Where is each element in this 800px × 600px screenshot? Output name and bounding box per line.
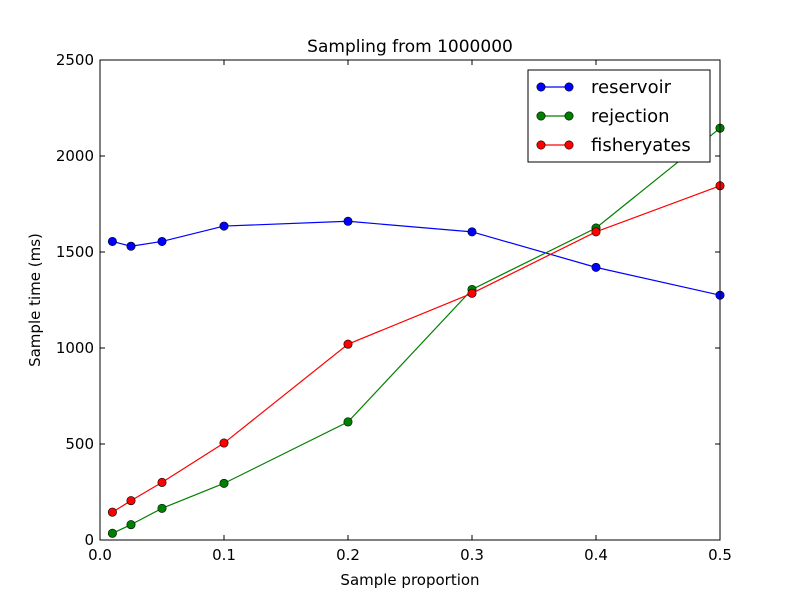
series-line-rejection — [112, 127, 721, 534]
data-point — [157, 236, 167, 246]
legend-marker — [536, 82, 546, 92]
data-point — [126, 496, 136, 506]
chart-title: Sampling from 1000000 — [307, 37, 513, 57]
legend-marker — [536, 140, 546, 150]
data-point — [467, 288, 477, 298]
data-point — [126, 520, 136, 530]
x-axis-label: Sample proportion — [340, 571, 479, 589]
data-point — [343, 339, 353, 349]
series-reservoir — [107, 216, 725, 300]
legend: reservoir rejection fisheryates — [527, 69, 711, 163]
x-tick-label: 0.5 — [708, 546, 732, 564]
legend-marker — [564, 82, 574, 92]
legend-label-reservoir: reservoir — [591, 77, 672, 98]
x-tick-label: 0.3 — [460, 546, 484, 564]
data-point — [157, 477, 167, 487]
y-tick-label: 1500 — [56, 243, 94, 261]
data-point — [157, 503, 167, 513]
plot-frame — [99, 59, 721, 541]
data-point — [126, 241, 136, 251]
series-layer — [107, 123, 725, 538]
tick-layer: 0.0 0.1 0.2 0.3 0.4 0.5 0 500 1000 1500 2000 2500 — [56, 51, 732, 564]
y-tick-label: 1000 — [56, 339, 94, 357]
legend-marker — [564, 140, 574, 150]
series-rejection — [107, 123, 725, 538]
data-point — [219, 438, 229, 448]
y-axis-label: Sample time (ms) — [26, 233, 44, 367]
x-tick-label: 0.4 — [584, 546, 608, 564]
y-tick-label: 2000 — [56, 147, 94, 165]
data-point — [107, 507, 117, 517]
series-line-reservoir — [112, 220, 721, 296]
series-line-fisheryates — [112, 185, 721, 513]
legend-marker — [536, 111, 546, 121]
legend-label-rejection: rejection — [591, 106, 670, 127]
data-point — [343, 216, 353, 226]
legend-label-fisheryates: fisheryates — [591, 135, 691, 156]
data-point — [591, 262, 601, 272]
x-tick-label: 0.1 — [212, 546, 236, 564]
y-tick-label: 0 — [84, 531, 94, 549]
x-tick-label: 0.2 — [336, 546, 360, 564]
legend-item-reservoir: reservoir — [536, 77, 672, 98]
data-point — [219, 478, 229, 488]
data-point — [107, 236, 117, 246]
data-point — [107, 528, 117, 538]
data-point — [467, 227, 477, 237]
series-fisheryates — [107, 181, 725, 517]
data-point — [219, 221, 229, 231]
legend-item-rejection: rejection — [536, 106, 670, 127]
x-tick-label: 0.0 — [88, 546, 112, 564]
legend-item-fisheryates: fisheryates — [536, 135, 691, 156]
y-tick-label: 2500 — [56, 51, 94, 69]
data-point — [591, 227, 601, 237]
legend-marker — [564, 111, 574, 121]
data-point — [343, 417, 353, 427]
y-tick-label: 500 — [65, 435, 94, 453]
